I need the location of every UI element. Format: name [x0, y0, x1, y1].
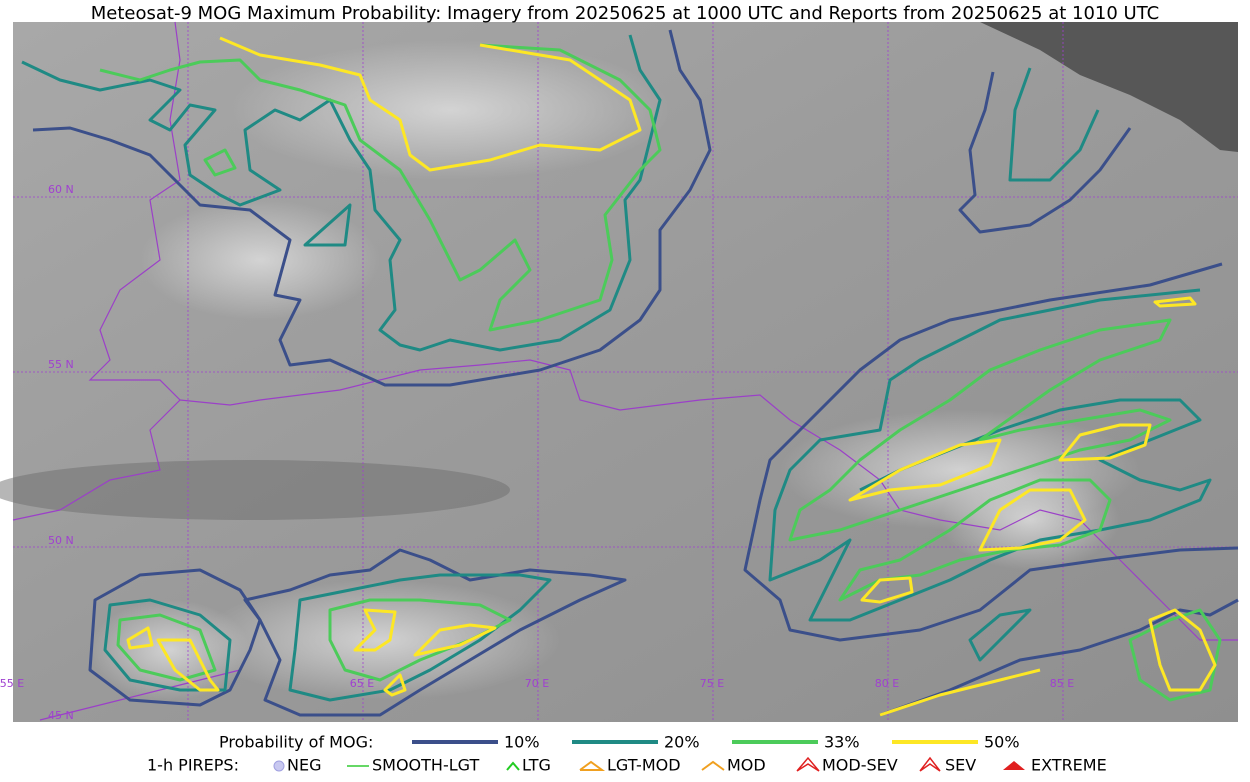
pirep-icon [919, 756, 941, 772]
pirep-label: MOD-SEV [822, 756, 898, 775]
lon-label: 55 E [0, 677, 24, 690]
pirep-icon [1003, 761, 1025, 770]
lat-label: 60 N [48, 183, 74, 196]
pirep-label: MOD [727, 756, 766, 775]
lon-label: 80 E [875, 677, 899, 690]
lon-label: 85 E [1050, 677, 1074, 690]
legend-label: 50% [984, 733, 1020, 752]
pirep-icon [701, 760, 725, 771]
pirep-icon [796, 756, 820, 772]
pirep-label: LTG [522, 756, 551, 775]
lat-label: 50 N [48, 534, 74, 547]
lon-label: 65 E [350, 677, 374, 690]
legend-label: 10% [504, 733, 540, 752]
pirep-label: SMOOTH-LGT [372, 756, 479, 775]
pirep-label: EXTREME [1031, 756, 1107, 775]
lat-label: 45 N [48, 709, 74, 722]
pirep-icon [506, 761, 520, 771]
pirep-title: 1-h PIREPS: [147, 756, 239, 775]
lon-label: 70 E [525, 677, 549, 690]
contours [21, 29, 1239, 717]
lon-label: 75 E [700, 677, 724, 690]
legend-label: 20% [664, 733, 700, 752]
lat-label: 55 N [48, 358, 74, 371]
map-labels: 60 N 55 N 50 N 45 N 55 E 65 E 70 E 75 E 80 E 85 E [0, 183, 1074, 722]
pirep-label: SEV [945, 756, 976, 775]
title: Meteosat-9 MOG Maximum Probability: Imag… [91, 3, 1159, 24]
pirep-label: LGT-MOD [607, 756, 681, 775]
legend-title: Probability of MOG: [219, 733, 373, 752]
pirep-icon [273, 760, 285, 772]
pirep-label: NEG [287, 756, 321, 775]
legend-label: 33% [824, 733, 860, 752]
borders [12, 21, 1238, 721]
legend: Probability of MOG: 10% 20% 33% 50% 1-h PIREP… [147, 733, 1107, 775]
pirep-icon [579, 760, 606, 771]
